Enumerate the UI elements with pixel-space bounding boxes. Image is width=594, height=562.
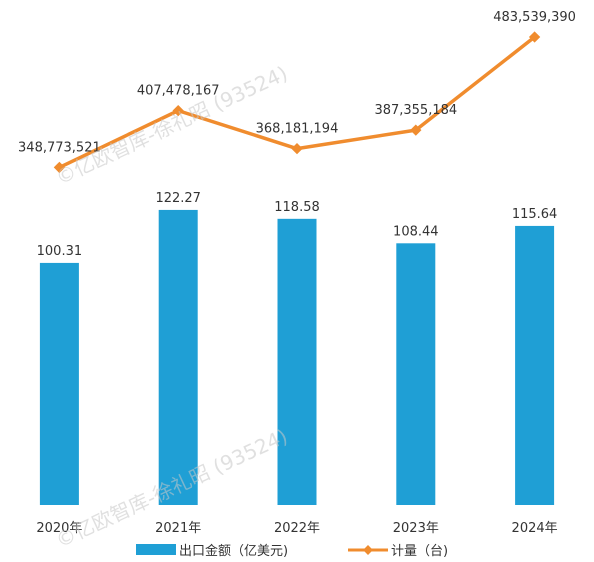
bar <box>39 262 79 505</box>
line-value-label: 483,539,390 <box>493 10 576 25</box>
x-tick-label: 2023年 <box>393 521 439 536</box>
line-value-label: 387,355,184 <box>374 103 457 118</box>
line-point <box>291 142 303 155</box>
bar-value-label: 115.64 <box>512 207 558 222</box>
bar-value-label: 108.44 <box>393 224 439 239</box>
line-point <box>528 31 541 43</box>
legend-label-line: 计量（台) <box>391 544 448 559</box>
x-tick-label: 2021年 <box>155 521 201 536</box>
legend-swatch-marker <box>363 545 373 555</box>
x-tick-label: 2024年 <box>512 521 558 536</box>
legend-label-bar: 出口金额（亿美元) <box>179 543 288 559</box>
legend-swatch-bar <box>136 544 176 555</box>
bar <box>515 225 555 506</box>
x-tick-label: 2020年 <box>36 521 82 536</box>
bar <box>158 209 198 505</box>
bar-value-label: 118.58 <box>274 200 320 215</box>
line-point <box>53 161 66 174</box>
x-axis-tick-labels: 2020年 2021年 2022年 2023年 2024年 <box>36 521 557 536</box>
line-series <box>53 31 541 174</box>
line-value-label: 368,181,194 <box>256 122 339 137</box>
x-tick-label: 2022年 <box>274 521 320 536</box>
legend: 出口金额（亿美元) 计量（台) <box>136 543 448 559</box>
bar-series <box>39 209 555 506</box>
bar-value-labels: 100.31 122.27 118.58 108.44 115.64 <box>37 191 558 259</box>
line-value-label: 348,773,521 <box>18 140 101 155</box>
bar <box>277 218 317 505</box>
line-value-labels: 348,773,521 407,478,167 368,181,194 387,355… <box>18 10 576 155</box>
bar-value-label: 100.31 <box>37 244 83 259</box>
bar <box>396 243 436 505</box>
bar-value-label: 122.27 <box>155 191 201 206</box>
line-value-label: 407,478,167 <box>137 84 220 99</box>
